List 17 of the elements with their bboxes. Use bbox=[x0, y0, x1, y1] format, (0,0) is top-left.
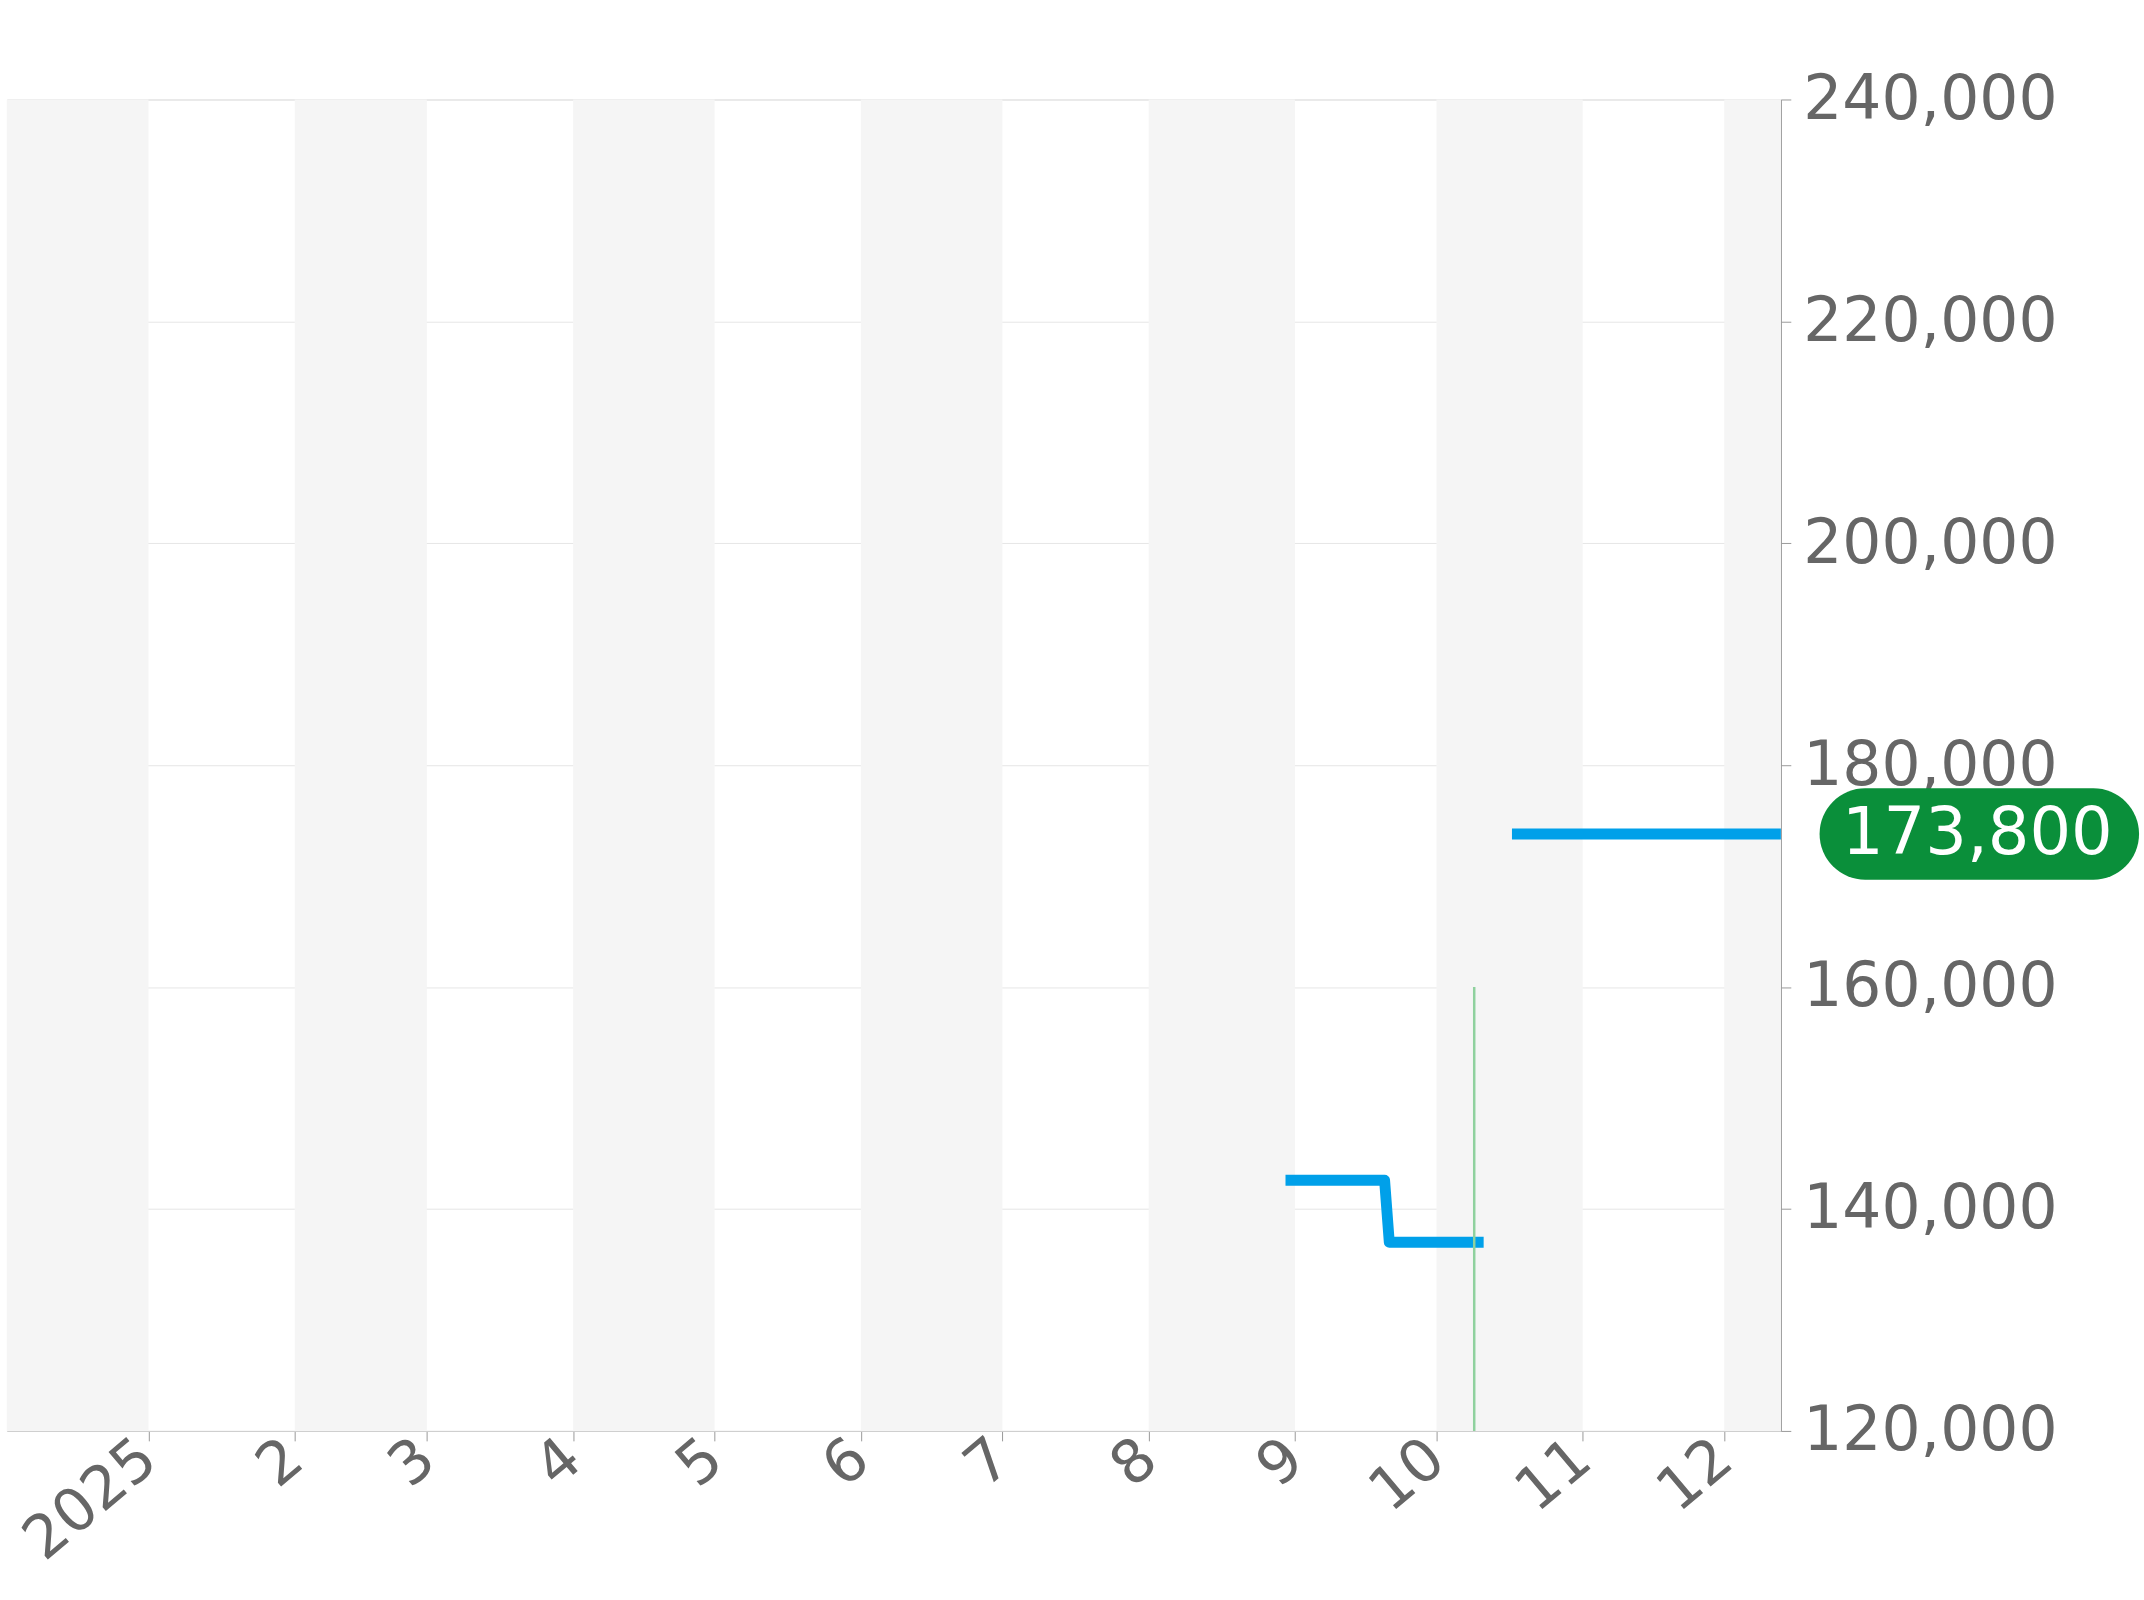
x-tick-label: 5 bbox=[662, 1422, 736, 1501]
x-tick-label: 10 bbox=[1355, 1422, 1458, 1525]
x-tick-label: 4 bbox=[520, 1422, 595, 1501]
x-tick-label: 6 bbox=[808, 1422, 882, 1501]
y-tick-label: 120,000 bbox=[1803, 1393, 2058, 1466]
x-tick-label: 3 bbox=[374, 1422, 448, 1501]
x-tick-label: 9 bbox=[1242, 1422, 1316, 1501]
y-tick-label: 160,000 bbox=[1803, 949, 2058, 1022]
x-tick-label: 12 bbox=[1642, 1422, 1746, 1525]
y-tick-label: 240,000 bbox=[1803, 61, 2058, 134]
y-tick-label: 140,000 bbox=[1803, 1171, 2058, 1244]
y-tick-label: 200,000 bbox=[1803, 505, 2058, 578]
x-tick-label: 7 bbox=[950, 1422, 1024, 1501]
x-tick-label: 11 bbox=[1501, 1422, 1604, 1525]
x-tick-label: 2 bbox=[242, 1422, 316, 1501]
y-tick-label: 220,000 bbox=[1803, 283, 2058, 356]
x-tick-label: 8 bbox=[1096, 1422, 1170, 1501]
